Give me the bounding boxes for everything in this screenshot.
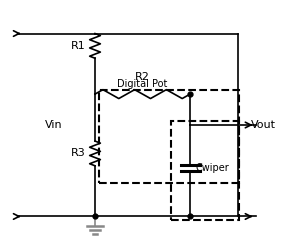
Text: Vout: Vout (250, 120, 275, 130)
Text: R3: R3 (70, 148, 85, 158)
Bar (171, 121, 239, 220)
Text: R1: R1 (70, 41, 85, 51)
Text: Digital Pot: Digital Pot (117, 79, 168, 89)
Bar (99, 90, 239, 183)
Text: R2: R2 (135, 72, 150, 82)
Text: Vin: Vin (45, 120, 62, 130)
Text: Cwiper: Cwiper (196, 163, 229, 173)
